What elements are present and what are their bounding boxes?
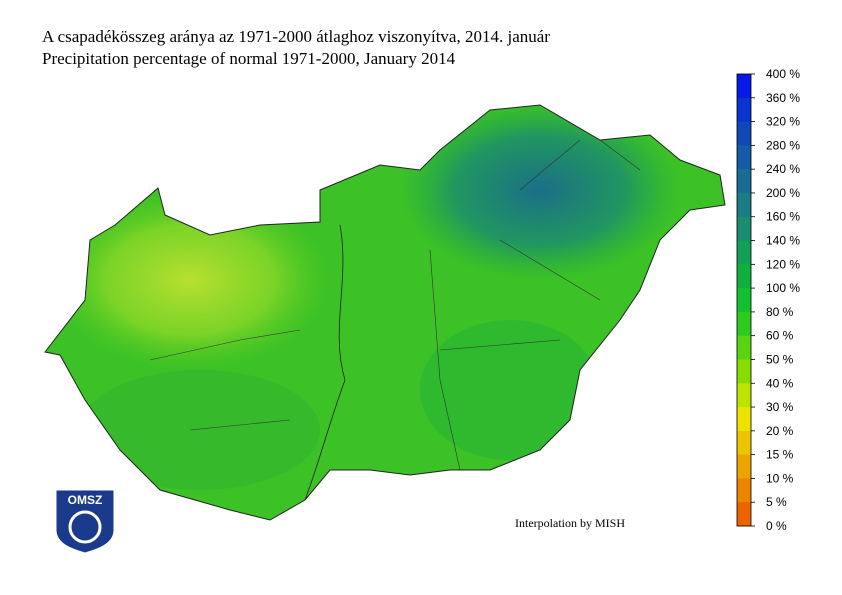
legend-swatch bbox=[737, 288, 751, 313]
note: Interpolation by MISH bbox=[515, 516, 625, 530]
legend-label: 5 % bbox=[766, 495, 787, 509]
legend-label: 320 % bbox=[766, 115, 800, 129]
legend-swatch bbox=[737, 478, 751, 503]
legend-swatch bbox=[737, 359, 751, 384]
legend-label: 40 % bbox=[766, 376, 794, 390]
legend-swatch bbox=[737, 502, 751, 527]
legend-label: 160 % bbox=[766, 210, 800, 224]
legend-swatch bbox=[737, 383, 751, 408]
map-area bbox=[45, 105, 725, 520]
legend: 400 % 360 % 320 % 280 % 240 % 200 % 160 % 140 %… bbox=[736, 67, 800, 533]
legend-label: 20 % bbox=[766, 424, 794, 438]
legend-swatch bbox=[737, 454, 751, 479]
legend-label: 50 % bbox=[766, 352, 794, 366]
legend-label: 120 % bbox=[766, 257, 800, 271]
legend-swatch bbox=[737, 335, 751, 360]
legend-label: 10 % bbox=[766, 471, 794, 485]
logo: OMSZ bbox=[55, 489, 115, 554]
legend-swatch bbox=[737, 216, 751, 242]
legend-label: 60 % bbox=[766, 329, 794, 343]
legend-swatch bbox=[737, 311, 751, 337]
legend-label: 30 % bbox=[766, 400, 794, 414]
title-hu: A csapadékösszeg aránya az 1971-2000 átl… bbox=[42, 27, 550, 46]
legend-label: 0 % bbox=[766, 519, 787, 533]
legend-label: 240 % bbox=[766, 162, 800, 176]
legend-label: 100 % bbox=[766, 281, 800, 295]
legend-swatch bbox=[737, 97, 751, 123]
legend-frame bbox=[736, 73, 752, 527]
legend-swatch bbox=[737, 264, 751, 289]
legend-label: 360 % bbox=[766, 91, 800, 105]
legend-label: 400 % bbox=[766, 67, 800, 81]
legend-swatch bbox=[737, 240, 751, 265]
logo-text: OMSZ bbox=[68, 493, 103, 507]
legend-label: 200 % bbox=[766, 186, 800, 200]
legend-swatch bbox=[737, 121, 751, 146]
legend-label: 15 % bbox=[766, 448, 794, 462]
legend-label: 80 % bbox=[766, 305, 794, 319]
legend-swatch bbox=[737, 145, 751, 170]
legend-swatch bbox=[737, 169, 751, 194]
legend-label: 280 % bbox=[766, 138, 800, 152]
title-en: Precipitation percentage of normal 1971-… bbox=[42, 49, 456, 68]
legend-label: 140 % bbox=[766, 234, 800, 248]
legend-swatch bbox=[737, 192, 751, 218]
legend-swatch bbox=[737, 430, 751, 456]
legend-swatch bbox=[737, 74, 751, 99]
legend-swatch bbox=[737, 407, 751, 432]
